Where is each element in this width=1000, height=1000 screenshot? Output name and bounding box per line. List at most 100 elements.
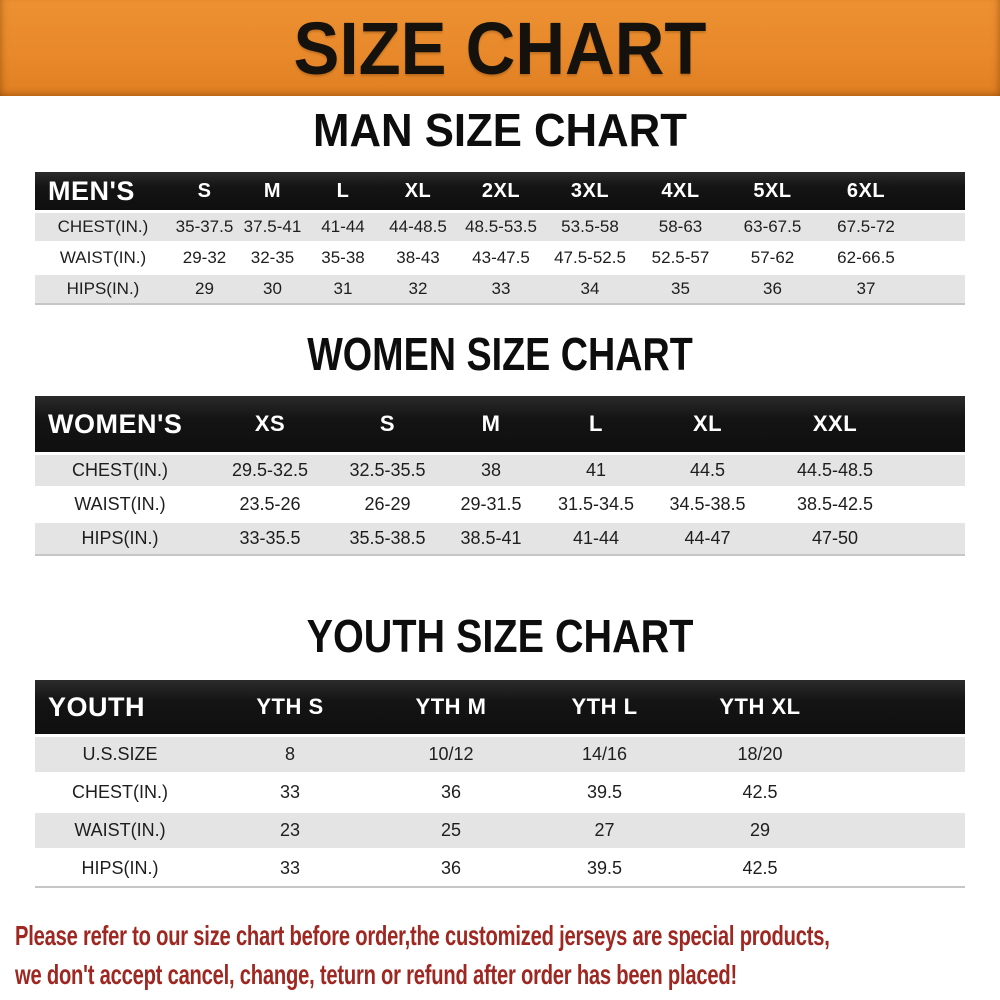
spacer-cell [913,213,965,241]
size-value-cell: 23.5-26 [205,489,335,520]
size-chart-banner: SIZE CHART [0,0,1000,96]
size-column-header: XL [379,172,457,210]
size-value-cell: 57-62 [726,244,819,272]
men-table-label: MEN'S [35,172,171,210]
size-value-cell: 41-44 [542,523,650,556]
row-label: WAIST(IN.) [35,813,205,848]
size-value-cell: 44-48.5 [379,213,457,241]
size-column-header: 2XL [457,172,545,210]
size-value-cell: 29-32 [171,244,238,272]
spacer-cell [905,396,965,452]
size-value-cell: 44.5-48.5 [765,455,905,486]
men-table-header-row: MEN'S S M L XL 2XL 3XL 4XL 5XL 6XL [35,172,965,210]
women-chest-row: CHEST(IN.) 29.5-32.5 32.5-35.5 38 41 44.… [35,455,965,486]
size-value-cell: 25 [375,813,527,848]
size-value-cell: 18/20 [682,737,838,772]
size-value-cell: 36 [375,775,527,810]
size-value-cell: 44-47 [650,523,765,556]
youth-hips-row: HIPS(IN.) 33 36 39.5 42.5 [35,851,965,888]
size-value-cell: 33-35.5 [205,523,335,556]
size-column-header: L [542,396,650,452]
size-value-cell: 39.5 [527,851,682,888]
row-label: HIPS(IN.) [35,523,205,556]
row-label: WAIST(IN.) [35,244,171,272]
row-label: HIPS(IN.) [35,851,205,888]
size-value-cell: 34 [545,275,635,305]
size-value-cell: 27 [527,813,682,848]
size-column-header: XS [205,396,335,452]
youth-ussize-row: U.S.SIZE 8 10/12 14/16 18/20 [35,737,965,772]
men-chest-row: CHEST(IN.) 35-37.5 37.5-41 41-44 44-48.5… [35,213,965,241]
size-value-cell: 29-31.5 [440,489,542,520]
spacer-cell [905,523,965,556]
size-column-header: XXL [765,396,905,452]
size-value-cell: 44.5 [650,455,765,486]
spacer-cell [838,775,965,810]
size-value-cell: 47.5-52.5 [545,244,635,272]
spacer-cell [913,172,965,210]
men-size-table: MEN'S S M L XL 2XL 3XL 4XL 5XL 6XL CHEST… [35,169,965,308]
spacer-cell [905,455,965,486]
row-label: CHEST(IN.) [35,455,205,486]
women-table-header-row: WOMEN'S XS S M L XL XXL [35,396,965,452]
size-column-header: S [171,172,238,210]
size-value-cell: 38 [440,455,542,486]
size-column-header: YTH L [527,680,682,734]
men-hips-row: HIPS(IN.) 29 30 31 32 33 34 35 36 37 [35,275,965,305]
size-value-cell: 47-50 [765,523,905,556]
size-value-cell: 10/12 [375,737,527,772]
size-value-cell: 41-44 [307,213,379,241]
size-column-header: L [307,172,379,210]
size-value-cell: 34.5-38.5 [650,489,765,520]
size-column-header: YTH XL [682,680,838,734]
size-value-cell: 41 [542,455,650,486]
spacer-cell [838,851,965,888]
size-column-header: 6XL [819,172,913,210]
size-column-header: XL [650,396,765,452]
size-value-cell: 48.5-53.5 [457,213,545,241]
size-value-cell: 36 [726,275,819,305]
spacer-cell [913,275,965,305]
size-value-cell: 26-29 [335,489,440,520]
youth-size-table: YOUTH YTH S YTH M YTH L YTH XL U.S.SIZE … [35,677,965,891]
size-value-cell: 32-35 [238,244,307,272]
size-value-cell: 53.5-58 [545,213,635,241]
man-section-heading: MAN SIZE CHART [313,104,687,156]
banner-title: SIZE CHART [293,6,707,90]
size-value-cell: 52.5-57 [635,244,726,272]
size-value-cell: 35.5-38.5 [335,523,440,556]
size-value-cell: 38-43 [379,244,457,272]
youth-table-header-row: YOUTH YTH S YTH M YTH L YTH XL [35,680,965,734]
women-size-table: WOMEN'S XS S M L XL XXL CHEST(IN.) 29.5-… [35,393,965,559]
size-value-cell: 33 [205,851,375,888]
size-value-cell: 37 [819,275,913,305]
spacer-cell [905,489,965,520]
spacer-cell [913,244,965,272]
size-value-cell: 32.5-35.5 [335,455,440,486]
size-value-cell: 58-63 [635,213,726,241]
youth-waist-row: WAIST(IN.) 23 25 27 29 [35,813,965,848]
size-column-header: YTH S [205,680,375,734]
size-value-cell: 31 [307,275,379,305]
women-waist-row: WAIST(IN.) 23.5-26 26-29 29-31.5 31.5-34… [35,489,965,520]
order-note: Please refer to our size chart before or… [15,916,995,994]
size-value-cell: 32 [379,275,457,305]
size-value-cell: 30 [238,275,307,305]
size-value-cell: 14/16 [527,737,682,772]
size-value-cell: 42.5 [682,851,838,888]
youth-section-heading: YOUTH SIZE CHART [306,610,694,662]
size-column-header: 5XL [726,172,819,210]
row-label: CHEST(IN.) [35,775,205,810]
size-value-cell: 23 [205,813,375,848]
size-column-header: YTH M [375,680,527,734]
row-label: U.S.SIZE [35,737,205,772]
size-value-cell: 62-66.5 [819,244,913,272]
size-value-cell: 29 [682,813,838,848]
size-value-cell: 35 [635,275,726,305]
size-value-cell: 29 [171,275,238,305]
size-value-cell: 33 [457,275,545,305]
size-value-cell: 29.5-32.5 [205,455,335,486]
size-value-cell: 8 [205,737,375,772]
size-value-cell: 67.5-72 [819,213,913,241]
